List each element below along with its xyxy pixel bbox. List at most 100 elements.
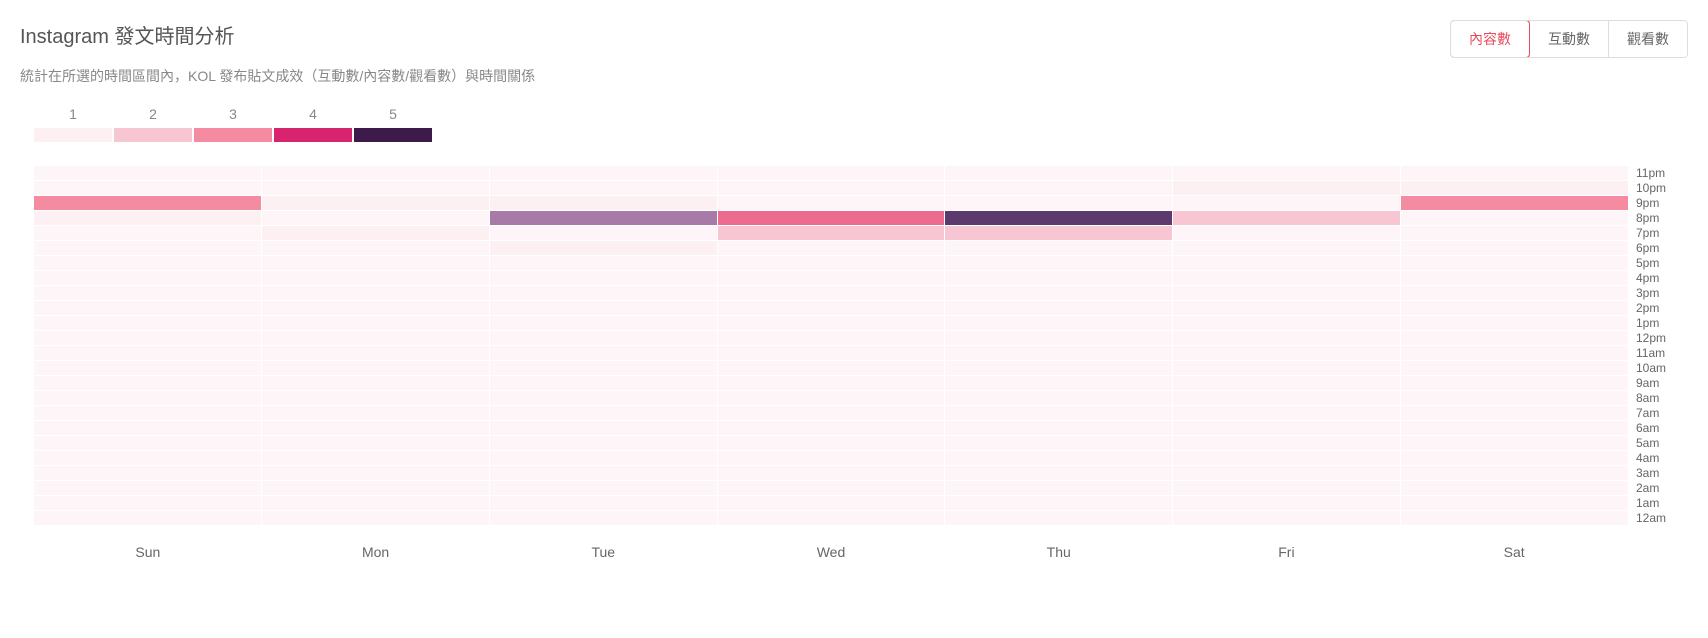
heatmap-cell	[718, 181, 945, 195]
legend-item-4: 5	[354, 106, 432, 142]
heatmap-cell	[1173, 331, 1400, 345]
y-tick: 12pm	[1636, 331, 1688, 346]
heatmap-cell	[1173, 181, 1400, 195]
heatmap-cell	[34, 166, 261, 180]
heatmap-cell	[490, 316, 717, 330]
heatmap-cell	[34, 376, 261, 390]
tab-2[interactable]: 觀看數	[1608, 21, 1687, 57]
heatmap-cell	[34, 331, 261, 345]
heatmap-cell	[945, 481, 1172, 495]
heatmap-cell	[490, 406, 717, 420]
x-tick: Thu	[945, 544, 1173, 560]
heatmap-cell	[1173, 376, 1400, 390]
metric-tabs: 內容數互動數觀看數	[1450, 20, 1688, 58]
heatmap-cell	[945, 346, 1172, 360]
heatmap-cell	[945, 271, 1172, 285]
heatmap-cell	[718, 271, 945, 285]
heatmap-cell	[718, 361, 945, 375]
heatmap-cell	[718, 511, 945, 525]
heatmap-cell	[1401, 286, 1628, 300]
heatmap-cell	[34, 361, 261, 375]
heatmap-cell	[1401, 181, 1628, 195]
legend-swatch	[354, 128, 432, 142]
heatmap-cell	[1401, 331, 1628, 345]
tab-1[interactable]: 互動數	[1529, 21, 1608, 57]
heatmap-cell	[718, 316, 945, 330]
tab-0[interactable]: 內容數	[1450, 20, 1530, 58]
heatmap-cell	[1173, 286, 1400, 300]
heatmap-cell	[262, 286, 489, 300]
heatmap-cell	[262, 391, 489, 405]
heatmap-cell	[718, 226, 945, 240]
heatmap-cell	[34, 436, 261, 450]
heatmap-cell	[945, 331, 1172, 345]
heatmap-cell	[945, 421, 1172, 435]
heatmap-chart: 11pm10pm9pm8pm7pm6pm5pm4pm3pm2pm1pm12pm1…	[34, 166, 1688, 526]
heatmap-cell	[262, 361, 489, 375]
heatmap-cell	[718, 481, 945, 495]
heatmap-cell	[1173, 481, 1400, 495]
page-title: Instagram 發文時間分析	[20, 20, 234, 49]
heatmap-cell	[1401, 346, 1628, 360]
y-tick: 1am	[1636, 496, 1688, 511]
heatmap-cell	[34, 496, 261, 510]
heatmap-cell	[262, 481, 489, 495]
heatmap-cell	[262, 181, 489, 195]
heatmap-cell	[718, 496, 945, 510]
heatmap-cell	[1401, 481, 1628, 495]
y-tick: 11pm	[1636, 166, 1688, 181]
heatmap-cell	[945, 496, 1172, 510]
heatmap-cell	[1173, 451, 1400, 465]
heatmap-cell	[490, 436, 717, 450]
heatmap-cell	[490, 481, 717, 495]
y-tick: 1pm	[1636, 316, 1688, 331]
heatmap-cell	[945, 226, 1172, 240]
heatmap-cell	[490, 301, 717, 315]
heatmap-cell	[262, 301, 489, 315]
y-tick: 5pm	[1636, 256, 1688, 271]
y-tick: 10pm	[1636, 181, 1688, 196]
heatmap-cell	[1401, 301, 1628, 315]
heatmap-cell	[490, 346, 717, 360]
heatmap-cell	[718, 331, 945, 345]
heatmap-cell	[945, 241, 1172, 255]
heatmap-cell	[34, 256, 261, 270]
legend-label: 4	[309, 106, 317, 122]
heatmap-cell	[490, 196, 717, 210]
heatmap-cell	[34, 316, 261, 330]
heatmap-cell	[718, 451, 945, 465]
y-tick: 6pm	[1636, 241, 1688, 256]
y-tick: 4am	[1636, 451, 1688, 466]
legend-swatch	[34, 128, 112, 142]
x-tick: Sat	[1400, 544, 1628, 560]
heatmap-cell	[1173, 496, 1400, 510]
heatmap-cell	[490, 511, 717, 525]
heatmap-cell	[1401, 436, 1628, 450]
heatmap-cell	[262, 166, 489, 180]
legend-swatch	[114, 128, 192, 142]
heatmap-cell	[262, 346, 489, 360]
heatmap-cell	[262, 331, 489, 345]
y-tick: 12am	[1636, 511, 1688, 526]
heatmap-cell	[1401, 451, 1628, 465]
y-tick: 4pm	[1636, 271, 1688, 286]
heatmap-cell	[34, 271, 261, 285]
heatmap-cell	[945, 166, 1172, 180]
heatmap-cell	[490, 376, 717, 390]
heatmap-cell	[1401, 406, 1628, 420]
heatmap-cell	[1173, 226, 1400, 240]
heatmap-cell	[1401, 466, 1628, 480]
y-tick: 9pm	[1636, 196, 1688, 211]
y-tick: 10am	[1636, 361, 1688, 376]
heatmap-cell	[1173, 211, 1400, 225]
y-tick: 8am	[1636, 391, 1688, 406]
heatmap-cell	[1173, 346, 1400, 360]
heatmap-cell	[1401, 166, 1628, 180]
heatmap-cell	[1173, 316, 1400, 330]
heatmap-cell	[1173, 241, 1400, 255]
heatmap-cell	[945, 316, 1172, 330]
heatmap-cell	[718, 166, 945, 180]
heatmap-cell	[718, 196, 945, 210]
heatmap-cell	[1401, 256, 1628, 270]
heatmap-cell	[718, 241, 945, 255]
